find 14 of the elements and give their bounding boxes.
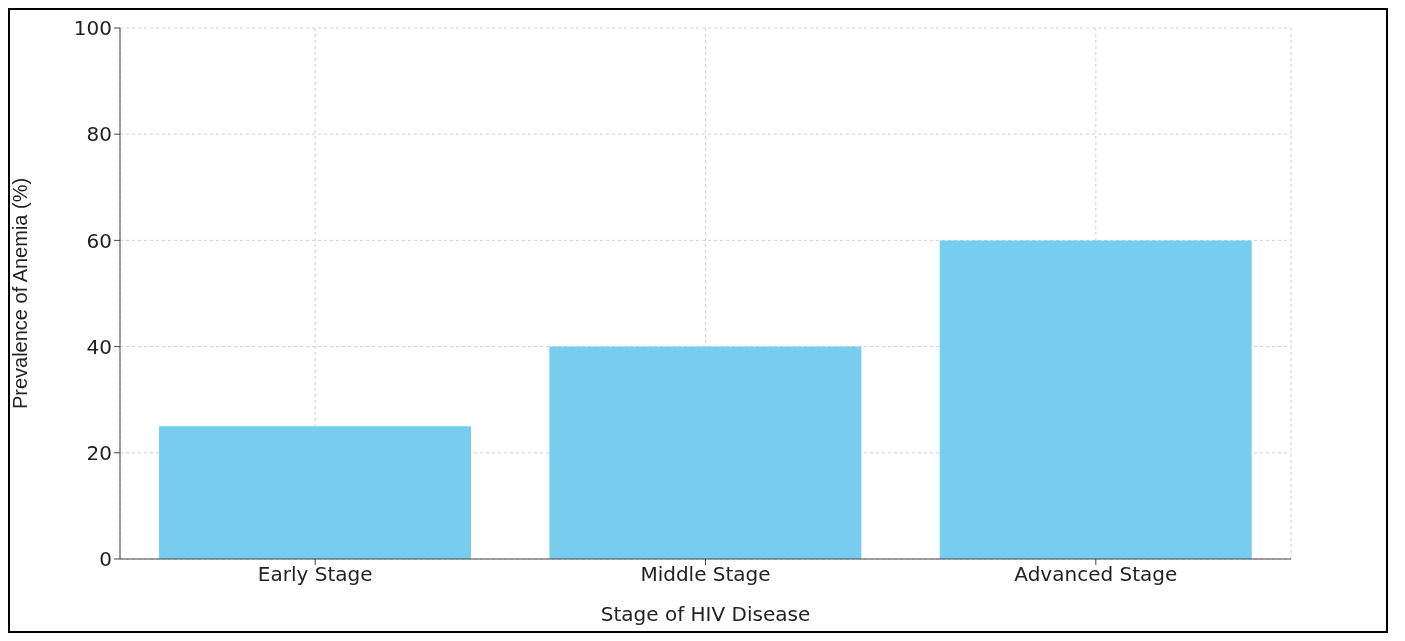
- y-tick-label: 100: [73, 16, 112, 41]
- y-tick-label: 20: [86, 440, 112, 465]
- y-axis-title: Prevalence of Anemia (%): [9, 177, 32, 410]
- x-tick-label: Advanced Stage: [1014, 562, 1178, 587]
- x-tick-label: Middle Stage: [640, 562, 771, 587]
- x-tick-label: Early Stage: [257, 562, 373, 587]
- bar: [159, 426, 472, 559]
- bar: [939, 240, 1252, 559]
- y-tick-label: 0: [99, 547, 112, 572]
- x-axis-title: Stage of HIV Disease: [600, 602, 811, 626]
- bar: [549, 346, 862, 559]
- y-tick-label: 40: [86, 334, 112, 359]
- y-tick-label: 80: [86, 122, 112, 147]
- y-tick-label: 60: [86, 228, 112, 253]
